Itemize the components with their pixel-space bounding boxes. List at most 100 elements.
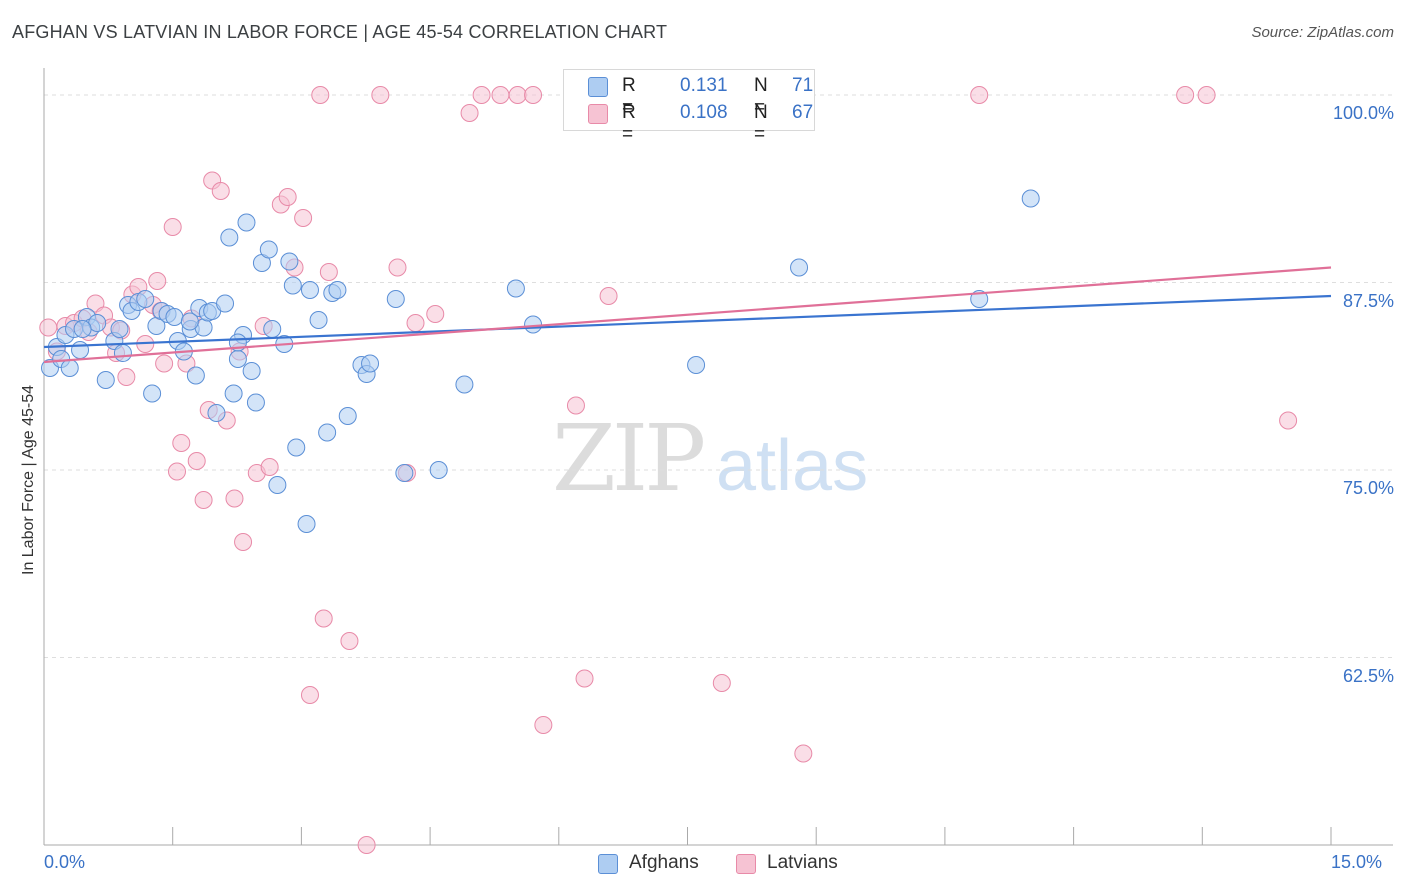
latvians-point: [970, 86, 989, 104]
afghans-point: [186, 366, 205, 385]
x-tick-label-min: 0.0%: [44, 852, 86, 872]
afghans-point: [524, 315, 543, 334]
afghans-point: [687, 356, 706, 374]
afghans-point: [455, 375, 474, 394]
afghans-swatch: [588, 77, 608, 97]
y-tick-label: 62.5%: [1342, 665, 1394, 686]
afghans-point: [136, 290, 155, 308]
x-tick-label-max: 15.0%: [1331, 852, 1383, 872]
latvians-point: [260, 458, 279, 476]
latvians-point: [388, 258, 407, 277]
afghans-point: [143, 384, 162, 403]
latvians-point: [117, 368, 136, 386]
y-axis-label: In Labor Force | Age 45-54: [20, 384, 37, 575]
afghans-point: [263, 320, 282, 338]
afghans-point: [361, 354, 380, 373]
afghans-point: [216, 294, 235, 313]
afghans-point: [237, 213, 256, 232]
afghans-point: [386, 290, 405, 308]
latvians-point: [167, 462, 186, 481]
latvians-point: [194, 491, 213, 509]
latvians-point: [278, 188, 297, 206]
latvians-point: [566, 396, 585, 415]
axes: [43, 68, 1393, 846]
latvians-point: [491, 86, 510, 104]
latvians-point: [426, 305, 445, 323]
afghans-point: [71, 341, 90, 359]
y-tick-label: 100.0%: [1332, 103, 1394, 123]
latvians-point: [1279, 411, 1298, 430]
afghans-point: [96, 371, 115, 389]
latvians-point: [524, 86, 543, 104]
latvians-point: [155, 354, 174, 373]
afghans-point: [300, 281, 319, 299]
afghans-point: [60, 359, 79, 377]
afghans-point: [283, 276, 302, 295]
latvians-point: [340, 632, 359, 650]
latvians-point: [472, 86, 491, 104]
y-axis-label-wrap: In Labor Force | Age 45-54: [20, 385, 40, 576]
latvians-point: [39, 318, 58, 337]
latvians-point: [148, 272, 167, 290]
afghans-point: [297, 515, 316, 533]
afghans-point: [228, 350, 247, 368]
latvians-point: [1176, 86, 1195, 104]
latvians-point: [234, 533, 253, 551]
latvians-point: [712, 674, 731, 692]
afghans-point: [220, 228, 239, 247]
latvians-point: [534, 716, 553, 734]
afghans-point: [395, 464, 414, 482]
latvians-point: [314, 609, 333, 628]
latvians-point: [211, 182, 230, 200]
latvians-point: [311, 86, 330, 104]
n-value: 67: [792, 102, 814, 123]
afghans-point: [268, 476, 287, 494]
chart-title: AFGHAN VS LATVIAN IN LABOR FORCE | AGE 4…: [12, 22, 668, 42]
source-label: Source: ZipAtlas.com: [1251, 24, 1394, 41]
afghans-point: [287, 438, 306, 457]
trend-lines: [43, 266, 1332, 364]
afghans-point: [259, 240, 278, 259]
stats-legend: R = 0.131 N = 71 R = 0.108 N = 67: [563, 69, 815, 145]
r-value: 0.108: [680, 102, 728, 123]
latvians-point: [1197, 86, 1216, 104]
latvians-point: [794, 744, 813, 763]
afghans-points: [41, 189, 1040, 533]
afghans-point: [318, 423, 337, 442]
afghans-point: [338, 407, 357, 425]
afghans-point: [165, 308, 184, 326]
afghans-point: [790, 258, 809, 277]
latvians-point: [371, 86, 390, 104]
latvians-point: [599, 287, 618, 305]
afghans-point: [970, 290, 989, 308]
afghans-point: [180, 312, 199, 331]
afghans-point: [309, 311, 328, 329]
watermark-zip: ZIP: [552, 405, 706, 512]
latvians-point: [294, 209, 313, 227]
latvians-legend-label: Latvians: [767, 852, 838, 873]
r-label: R =: [622, 102, 636, 145]
afghans-point: [280, 252, 299, 271]
latvians-point: [357, 836, 376, 854]
latvians-point: [460, 104, 479, 122]
latvians-point: [575, 669, 594, 688]
r-value: 0.131: [680, 75, 728, 96]
latvians-point: [300, 686, 319, 704]
y-tick-label: 75.0%: [1342, 478, 1394, 498]
watermark-atlas: atlas: [716, 426, 869, 506]
n-label: N =: [754, 102, 768, 145]
latvians-point: [406, 314, 425, 332]
latvians-point: [508, 86, 527, 104]
r-label: R =: [622, 75, 636, 118]
latvians-point: [187, 452, 206, 470]
latvians-swatch: [588, 104, 608, 124]
latvians-point: [172, 434, 191, 452]
afghans-point: [429, 461, 448, 479]
afghans-point: [73, 320, 92, 338]
afghans-trend-line: [43, 294, 1332, 349]
afghans-legend-label: Afghans: [629, 852, 699, 873]
latvians-point: [163, 218, 182, 236]
afghans-point: [224, 384, 243, 403]
afghans-point: [242, 362, 261, 380]
